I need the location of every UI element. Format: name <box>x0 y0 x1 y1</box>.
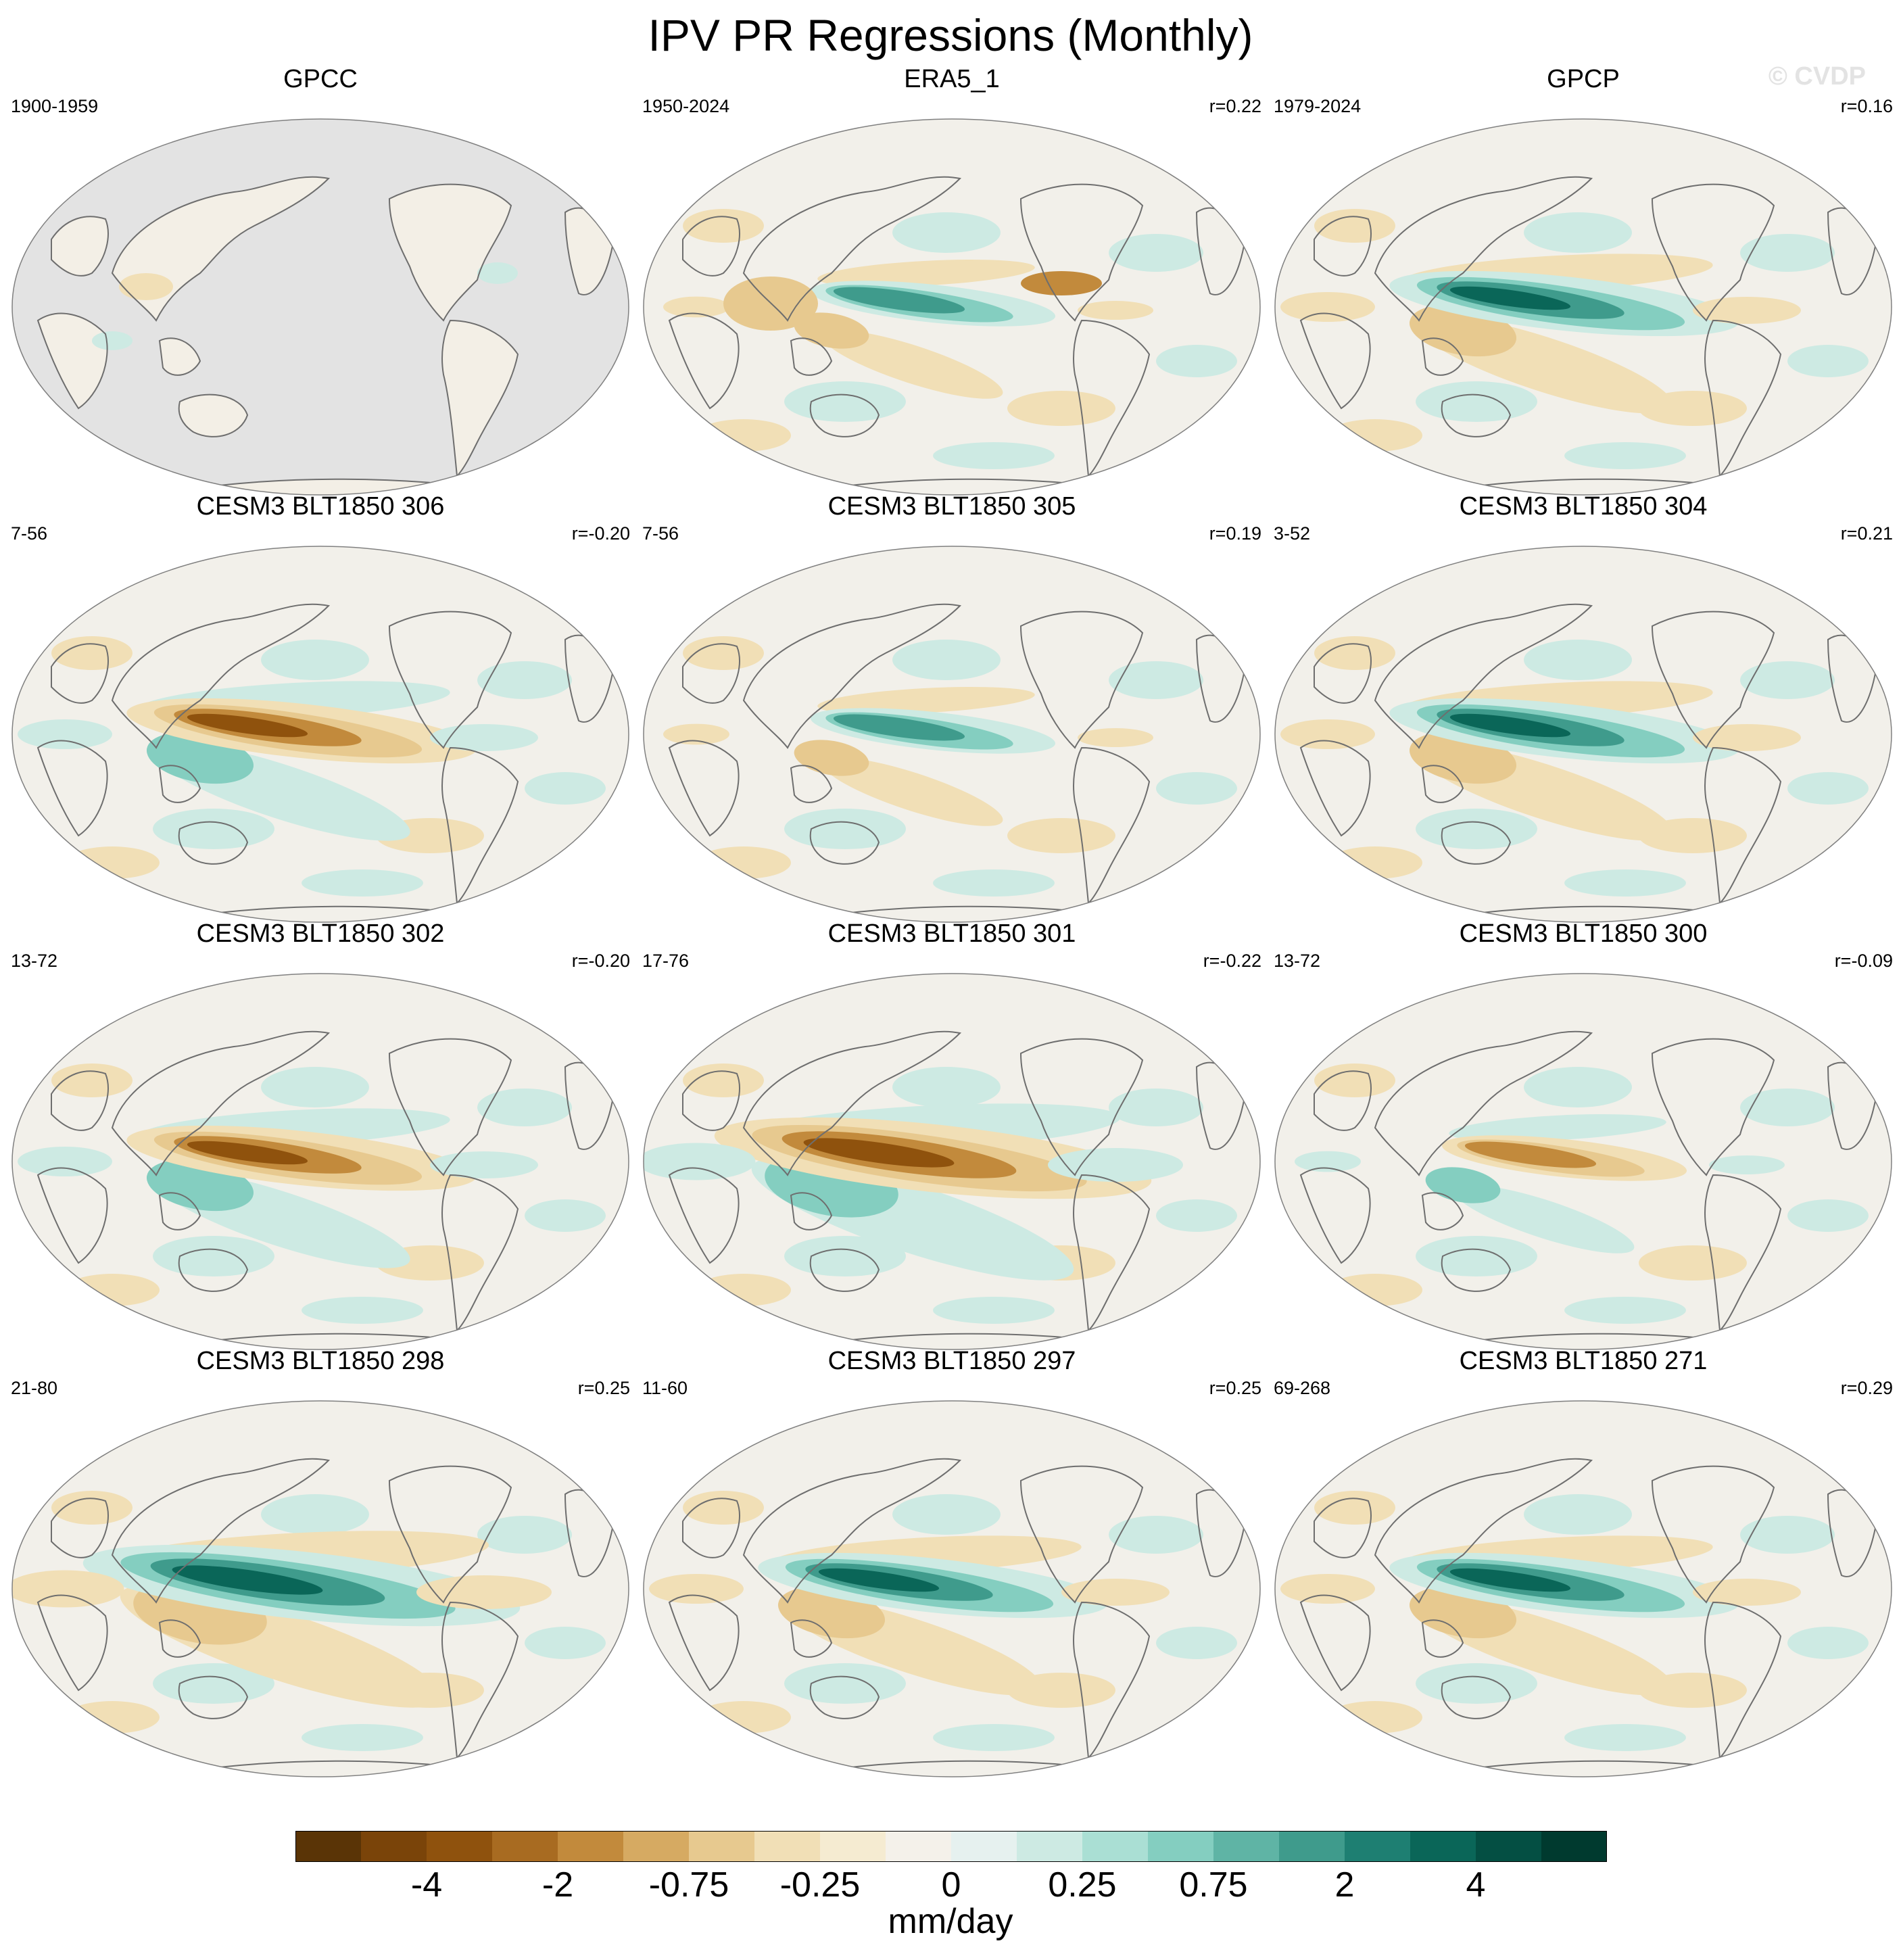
panel-correlation: r=0.16 <box>1840 96 1893 116</box>
panel-title: CESM3 BLT1850 300 <box>1459 919 1708 948</box>
panel-title: CESM3 BLT1850 301 <box>827 919 1076 948</box>
panel-correlation: r=0.22 <box>1209 96 1261 116</box>
map-panel: GPCC 1900-1959 <box>11 65 630 496</box>
colorbar-swatch <box>295 1831 361 1862</box>
map-panel: ERA5_1 1950-2024 r=0.22 <box>642 65 1261 496</box>
colorbar-swatch <box>1476 1831 1541 1862</box>
colorbar-swatch <box>886 1831 951 1862</box>
colorbar-swatch <box>1410 1831 1476 1862</box>
colorbar-tick-label: -4 <box>410 1865 443 1905</box>
regression-map <box>11 546 629 923</box>
panel-title: ERA5_1 <box>904 65 1000 93</box>
colorbar-tick-label: 2 <box>1334 1865 1355 1905</box>
colorbar-units: mm/day <box>888 1902 1013 1941</box>
map-panel: CESM3 BLT1850 271 69-268 r=0.29 <box>1274 1347 1893 1777</box>
panel-period: 11-60 <box>642 1378 688 1398</box>
colorbar-swatch <box>492 1831 558 1862</box>
cvdp-watermark: © CVDP <box>1768 62 1866 91</box>
colorbar-swatch <box>689 1831 754 1862</box>
colorbar-swatch <box>1345 1831 1410 1862</box>
figure-title: IPV PR Regressions (Monthly) <box>648 10 1253 60</box>
map-panel: CESM3 BLT1850 304 3-52 r=0.21 <box>1274 492 1893 923</box>
regression-map <box>1274 118 1892 496</box>
panel-period: 7-56 <box>11 523 48 544</box>
panel-period: 1950-2024 <box>642 96 730 116</box>
colorbar-swatch <box>951 1831 1017 1862</box>
map-panel: CESM3 BLT1850 301 17-76 r=-0.22 <box>642 919 1261 1350</box>
panel-period: 21-80 <box>11 1378 58 1398</box>
colorbar-swatch <box>558 1831 623 1862</box>
panel-title: GPCP <box>1547 65 1620 93</box>
colorbar-tick-label: 0.75 <box>1179 1865 1248 1905</box>
panel-correlation: r=0.21 <box>1840 523 1893 544</box>
colorbar-tick-label: 0.25 <box>1048 1865 1117 1905</box>
regression-map <box>11 118 629 496</box>
panel-title: GPCC <box>283 65 358 93</box>
colorbar-tick-label: 4 <box>1466 1865 1486 1905</box>
regression-map <box>11 1400 629 1777</box>
colorbar-tick-label: -0.25 <box>779 1865 861 1905</box>
regression-map <box>1274 973 1892 1350</box>
colorbar-swatch <box>1148 1831 1213 1862</box>
panel-title: CESM3 BLT1850 297 <box>827 1347 1076 1375</box>
map-panel: CESM3 BLT1850 305 7-56 r=0.19 <box>642 492 1261 923</box>
colorbar-swatch <box>1279 1831 1345 1862</box>
panel-correlation: r=0.19 <box>1209 523 1261 544</box>
map-panel: CESM3 BLT1850 300 13-72 r=-0.09 <box>1274 919 1893 1350</box>
panel-period: 1900-1959 <box>11 96 99 116</box>
panel-period: 17-76 <box>642 951 690 971</box>
panel-title: CESM3 BLT1850 298 <box>196 1347 445 1375</box>
panel-title: CESM3 BLT1850 302 <box>196 919 445 948</box>
panel-correlation: r=0.25 <box>1209 1378 1261 1398</box>
panel-correlation: r=-0.20 <box>571 523 630 544</box>
colorbar-tick-label: -2 <box>542 1865 574 1905</box>
panel-correlation: r=-0.22 <box>1203 951 1261 971</box>
colorbar-swatch <box>820 1831 886 1862</box>
regression-map <box>11 973 629 1350</box>
panel-period: 69-268 <box>1274 1378 1331 1398</box>
colorbar-swatch <box>361 1831 427 1862</box>
map-panel: CESM3 BLT1850 302 13-72 r=-0.20 <box>11 919 630 1350</box>
colorbar-tick-label: -0.75 <box>648 1865 729 1905</box>
colorbar-tick-labels: -4 -2 -0.75 -0.25 0 0.25 0.75 2 4 <box>0 1865 1901 1905</box>
map-panel: CESM3 BLT1850 297 11-60 r=0.25 <box>642 1347 1261 1777</box>
colorbar-swatch <box>1213 1831 1279 1862</box>
colorbar-swatch <box>623 1831 689 1862</box>
panel-title: CESM3 BLT1850 304 <box>1459 492 1708 521</box>
panel-correlation: r=-0.09 <box>1834 951 1893 971</box>
map-panel: CESM3 BLT1850 306 7-56 r=-0.20 <box>11 492 630 923</box>
panel-period: 3-52 <box>1274 523 1311 544</box>
colorbar-swatch <box>1541 1831 1607 1862</box>
panel-period: 1979-2024 <box>1274 96 1362 116</box>
panel-correlation: r=0.29 <box>1840 1378 1893 1398</box>
colorbar-swatch <box>1082 1831 1148 1862</box>
regression-map <box>643 118 1261 496</box>
panel-period: 13-72 <box>1274 951 1321 971</box>
map-panel: GPCP 1979-2024 r=0.16 <box>1274 65 1893 496</box>
panel-title: CESM3 BLT1850 305 <box>827 492 1076 521</box>
regression-map <box>643 973 1261 1350</box>
regression-map <box>643 546 1261 923</box>
panel-title: CESM3 BLT1850 271 <box>1459 1347 1708 1375</box>
colorbar-tick-label: 0 <box>941 1865 961 1905</box>
panel-period: 7-56 <box>642 523 679 544</box>
regression-map <box>1274 546 1892 923</box>
map-panel: CESM3 BLT1850 298 21-80 r=0.25 <box>11 1347 630 1777</box>
colorbar-swatch <box>1017 1831 1082 1862</box>
panel-period: 13-72 <box>11 951 58 971</box>
panel-correlation: r=0.25 <box>577 1378 630 1398</box>
panel-correlation: r=-0.20 <box>571 951 630 971</box>
colorbar <box>295 1831 1607 1862</box>
regression-map <box>1274 1400 1892 1777</box>
panel-title: CESM3 BLT1850 306 <box>196 492 445 521</box>
regression-map <box>643 1400 1261 1777</box>
colorbar-swatch <box>427 1831 492 1862</box>
colorbar-swatch <box>754 1831 820 1862</box>
